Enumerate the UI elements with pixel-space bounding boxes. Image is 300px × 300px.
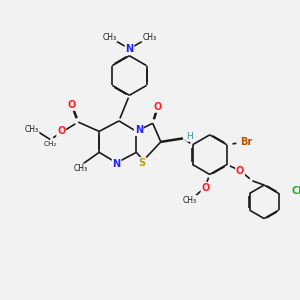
Text: H: H <box>186 132 193 141</box>
Text: CH₃: CH₃ <box>182 196 196 205</box>
Text: CH₃: CH₃ <box>142 33 156 42</box>
Text: CH₃: CH₃ <box>103 33 117 42</box>
Text: O: O <box>57 126 65 136</box>
Text: N: N <box>125 44 134 54</box>
Text: Br: Br <box>240 137 252 147</box>
Text: CH₃: CH₃ <box>25 124 39 134</box>
Text: N: N <box>112 159 121 169</box>
Text: O: O <box>236 166 244 176</box>
Text: O: O <box>67 100 75 110</box>
Text: CH₃: CH₃ <box>74 164 88 173</box>
Text: O: O <box>201 183 210 193</box>
Text: CH₂: CH₂ <box>44 141 57 147</box>
Text: N: N <box>135 125 143 135</box>
Text: O: O <box>153 102 161 112</box>
Text: Cl: Cl <box>291 186 300 196</box>
Text: S: S <box>139 158 146 168</box>
